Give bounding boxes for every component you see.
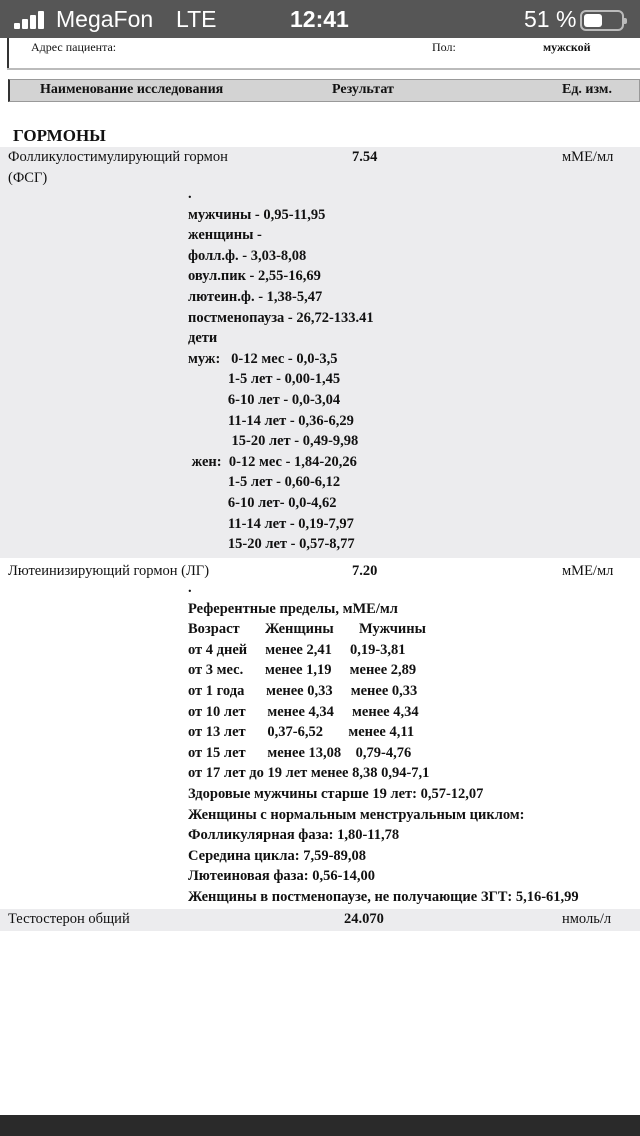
reference-line: от 17 лет до 19 лет менее 8,38 0,94-7,1	[188, 765, 430, 782]
reference-line: Женщины в постменопаузе, не получающие З…	[188, 888, 579, 905]
reference-line: 1-5 лет - 0,00-1,45	[188, 371, 341, 388]
reference-line: Возраст Женщины Мужчины	[188, 621, 426, 638]
bottom-toolbar	[0, 1115, 640, 1136]
reference-line: 6-10 лет- 0,0-4,62	[188, 494, 337, 511]
reference-line: Фолликулярная фаза: 1,80-11,78	[188, 827, 400, 844]
reference-line: от 1 года менее 0,33 менее 0,33	[188, 682, 418, 699]
test-name: Фолликулостимулирующий гормон	[8, 149, 228, 165]
test-unit: нмоль/л	[562, 911, 612, 927]
reference-line: от 4 дней менее 2,41 0,19-3,81	[188, 641, 406, 658]
test-result: 24.070	[344, 911, 384, 927]
reference-line: .	[188, 186, 192, 202]
reference-line: лютеин.ф. - 1,38-5,47	[188, 288, 323, 305]
reference-line: Здоровые мужчины старше 19 лет: 0,57-12,…	[188, 785, 484, 802]
status-bar: MegaFon LTE 12:41 51 %	[0, 0, 640, 38]
sex-label: Пол:	[432, 40, 456, 54]
battery-icon	[580, 10, 627, 31]
reference-line: 15-20 лет - 0,57-8,77	[188, 536, 355, 553]
sex-value: мужской	[543, 40, 591, 54]
section-title: ГОРМОНЫ	[13, 126, 106, 145]
reference-line: .	[188, 580, 192, 596]
reference-line: 6-10 лет - 0,0-3,04	[188, 391, 341, 408]
reference-line: 11-14 лет - 0,36-6,29	[188, 412, 354, 429]
battery-percent: 51 %	[524, 6, 577, 32]
reference-line: 11-14 лет - 0,19-7,97	[188, 515, 354, 532]
network: LTE	[176, 6, 217, 32]
test-result: 7.20	[352, 563, 378, 579]
reference-line: Женщины с нормальным менструальным цикло…	[188, 806, 525, 823]
reference-line: женщины -	[188, 227, 262, 244]
col-unit: Ед. изм.	[562, 82, 612, 97]
clock: 12:41	[290, 6, 349, 32]
reference-ranges: . мужчины - 0,95-11,95 женщины - фолл.ф. - …	[188, 186, 374, 557]
reference-line: муж: 0-12 мес - 0,0-3,5	[188, 350, 338, 367]
reference-line: жен: 0-12 мес - 1,84-20,26	[188, 453, 357, 470]
table-row-testosterone	[0, 909, 640, 931]
reference-line: 15-20 лет - 0,49-9,98	[188, 433, 359, 450]
reference-line: от 3 мес. менее 1,19 менее 2,89	[188, 662, 417, 679]
col-result: Результат	[332, 82, 394, 97]
reference-line: от 10 лет менее 4,34 менее 4,34	[188, 703, 419, 720]
reference-line: от 13 лет 0,37-6,52 менее 4,11	[188, 724, 415, 741]
test-name: Тестостерон общий	[8, 911, 130, 927]
test-name-abbr: (ФСГ)	[8, 170, 48, 186]
reference-line: дети	[188, 330, 218, 347]
reference-line: Лютеиновая фаза: 0,56-14,00	[188, 868, 376, 885]
reference-line: Середина цикла: 7,59-89,08	[188, 847, 367, 864]
table-row-fsh	[0, 147, 640, 558]
divider	[7, 68, 640, 70]
reference-line: мужчины - 0,95-11,95	[188, 206, 326, 223]
reference-line: Референтные пределы, мМЕ/мл	[188, 600, 398, 617]
reference-line: постменопауза - 26,72-133.41	[188, 309, 374, 326]
reference-ranges: . Референтные пределы, мМЕ/мл Возраст Женщ…	[188, 580, 579, 910]
border	[7, 38, 9, 68]
test-name: Лютеинизирующий гормон (ЛГ)	[8, 563, 210, 579]
reference-line: фолл.ф. - 3,03-8,08	[188, 247, 307, 264]
reference-line: от 15 лет менее 13,08 0,79-4,76	[188, 744, 412, 761]
carrier: MegaFon	[56, 6, 154, 32]
col-name: Наименование исследования	[40, 82, 224, 97]
test-result: 7.54	[352, 149, 378, 165]
address-label: Адрес пациента:	[31, 40, 117, 54]
reference-line: овул.пик - 2,55-16,69	[188, 268, 321, 285]
test-unit: мМЕ/мл	[562, 149, 614, 165]
table-header: Наименование исследования Результат Ед. …	[8, 79, 640, 102]
signal-icon	[14, 11, 48, 29]
reference-line: 1-5 лет - 0,60-6,12	[188, 474, 341, 491]
test-unit: мМЕ/мл	[562, 563, 614, 579]
